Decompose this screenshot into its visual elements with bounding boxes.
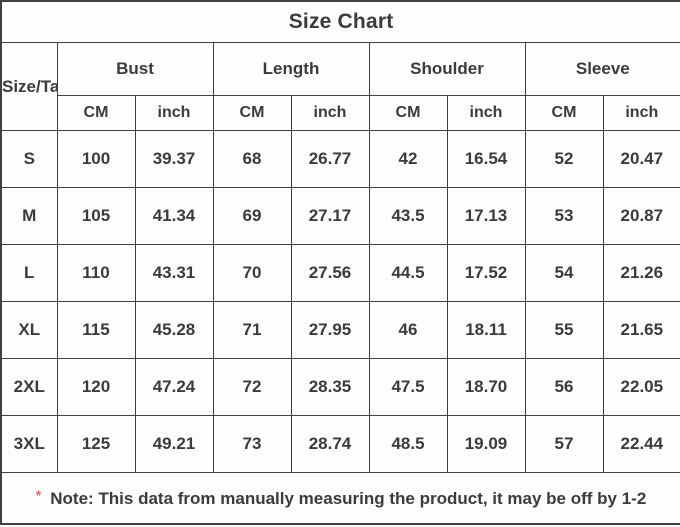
data-cell: 28.74 (290, 415, 370, 473)
data-cell: 120 (56, 358, 136, 416)
data-cell: 49.21 (134, 415, 214, 473)
data-cell: 22.05 (602, 358, 680, 416)
data-cell: 42 (368, 130, 448, 188)
data-cell: 110 (56, 244, 136, 302)
data-cell: 53 (524, 187, 604, 245)
size-label: XL (0, 301, 58, 359)
data-cell: 27.56 (290, 244, 370, 302)
data-cell: 20.47 (602, 130, 680, 188)
title-row: Size Chart (0, 0, 680, 43)
unit-header-shoulder-inch: inch (446, 95, 526, 131)
chart-title: Size Chart (0, 0, 680, 43)
table-row-2xl: 2XL 120 47.24 72 28.35 47.5 18.70 56 22.… (0, 358, 680, 416)
group-header-shoulder: Shoulder (368, 42, 526, 96)
data-cell: 43.31 (134, 244, 214, 302)
group-header-sleeve: Sleeve (524, 42, 680, 96)
data-cell: 22.44 (602, 415, 680, 473)
group-header-bust: Bust (56, 42, 214, 96)
unit-header-shoulder-cm: CM (368, 95, 448, 131)
data-cell: 21.26 (602, 244, 680, 302)
table-row-m: M 105 41.34 69 27.17 43.5 17.13 53 20.87 (0, 187, 680, 245)
data-cell: 52 (524, 130, 604, 188)
data-cell: 68 (212, 130, 292, 188)
data-cell: 26.77 (290, 130, 370, 188)
data-cell: 105 (56, 187, 136, 245)
size-label: M (0, 187, 58, 245)
data-cell: 16.54 (446, 130, 526, 188)
data-cell: 70 (212, 244, 292, 302)
unit-header-sleeve-inch: inch (602, 95, 680, 131)
data-cell: 125 (56, 415, 136, 473)
data-cell: 56 (524, 358, 604, 416)
size-label: L (0, 244, 58, 302)
data-cell: 54 (524, 244, 604, 302)
corner-label-size-tag: Size/Tag (0, 42, 58, 131)
size-label: 2XL (0, 358, 58, 416)
data-cell: 19.09 (446, 415, 526, 473)
data-cell: 17.13 (446, 187, 526, 245)
data-cell: 21.65 (602, 301, 680, 359)
group-header-row: Size/Tag Bust Length Shoulder Sleeve (0, 42, 680, 131)
size-label: 3XL (0, 415, 58, 473)
data-cell: 55 (524, 301, 604, 359)
data-cell: 18.11 (446, 301, 526, 359)
data-cell: 18.70 (446, 358, 526, 416)
data-cell: 45.28 (134, 301, 214, 359)
data-cell: 115 (56, 301, 136, 359)
table-row-xl: XL 115 45.28 71 27.95 46 18.11 55 21.65 (0, 301, 680, 359)
data-cell: 47.5 (368, 358, 448, 416)
unit-header-length-cm: CM (212, 95, 292, 131)
data-cell: 69 (212, 187, 292, 245)
group-header-length: Length (212, 42, 370, 96)
table-row-3xl: 3XL 125 49.21 73 28.74 48.5 19.09 57 22.… (0, 415, 680, 473)
data-cell: 39.37 (134, 130, 214, 188)
data-cell: 73 (212, 415, 292, 473)
table-row-l: L 110 43.31 70 27.56 44.5 17.52 54 21.26 (0, 244, 680, 302)
unit-header-sleeve-cm: CM (524, 95, 604, 131)
data-cell: 28.35 (290, 358, 370, 416)
data-cell: 20.87 (602, 187, 680, 245)
data-cell: 27.95 (290, 301, 370, 359)
data-cell: 17.52 (446, 244, 526, 302)
data-cell: 48.5 (368, 415, 448, 473)
note-text: Note: This data from manually measuring … (50, 489, 647, 508)
data-cell: 100 (56, 130, 136, 188)
note-row: * Note: This data from manually measuring… (0, 472, 680, 525)
data-cell: 43.5 (368, 187, 448, 245)
data-cell: 44.5 (368, 244, 448, 302)
table-row-s: S 100 39.37 68 26.77 42 16.54 52 20.47 (0, 130, 680, 188)
note-asterisk: * (35, 487, 42, 503)
unit-header-bust-inch: inch (134, 95, 214, 131)
size-label: S (0, 130, 58, 188)
data-cell: 72 (212, 358, 292, 416)
measurement-note: * Note: This data from manually measuring… (0, 472, 680, 525)
data-cell: 57 (524, 415, 604, 473)
unit-header-length-inch: inch (290, 95, 370, 131)
data-cell: 27.17 (290, 187, 370, 245)
unit-header-bust-cm: CM (56, 95, 136, 131)
data-cell: 41.34 (134, 187, 214, 245)
data-cell: 47.24 (134, 358, 214, 416)
unit-header-row: CM inch CM inch CM inch CM inch (1, 95, 680, 131)
data-cell: 71 (212, 301, 292, 359)
data-cell: 46 (368, 301, 448, 359)
